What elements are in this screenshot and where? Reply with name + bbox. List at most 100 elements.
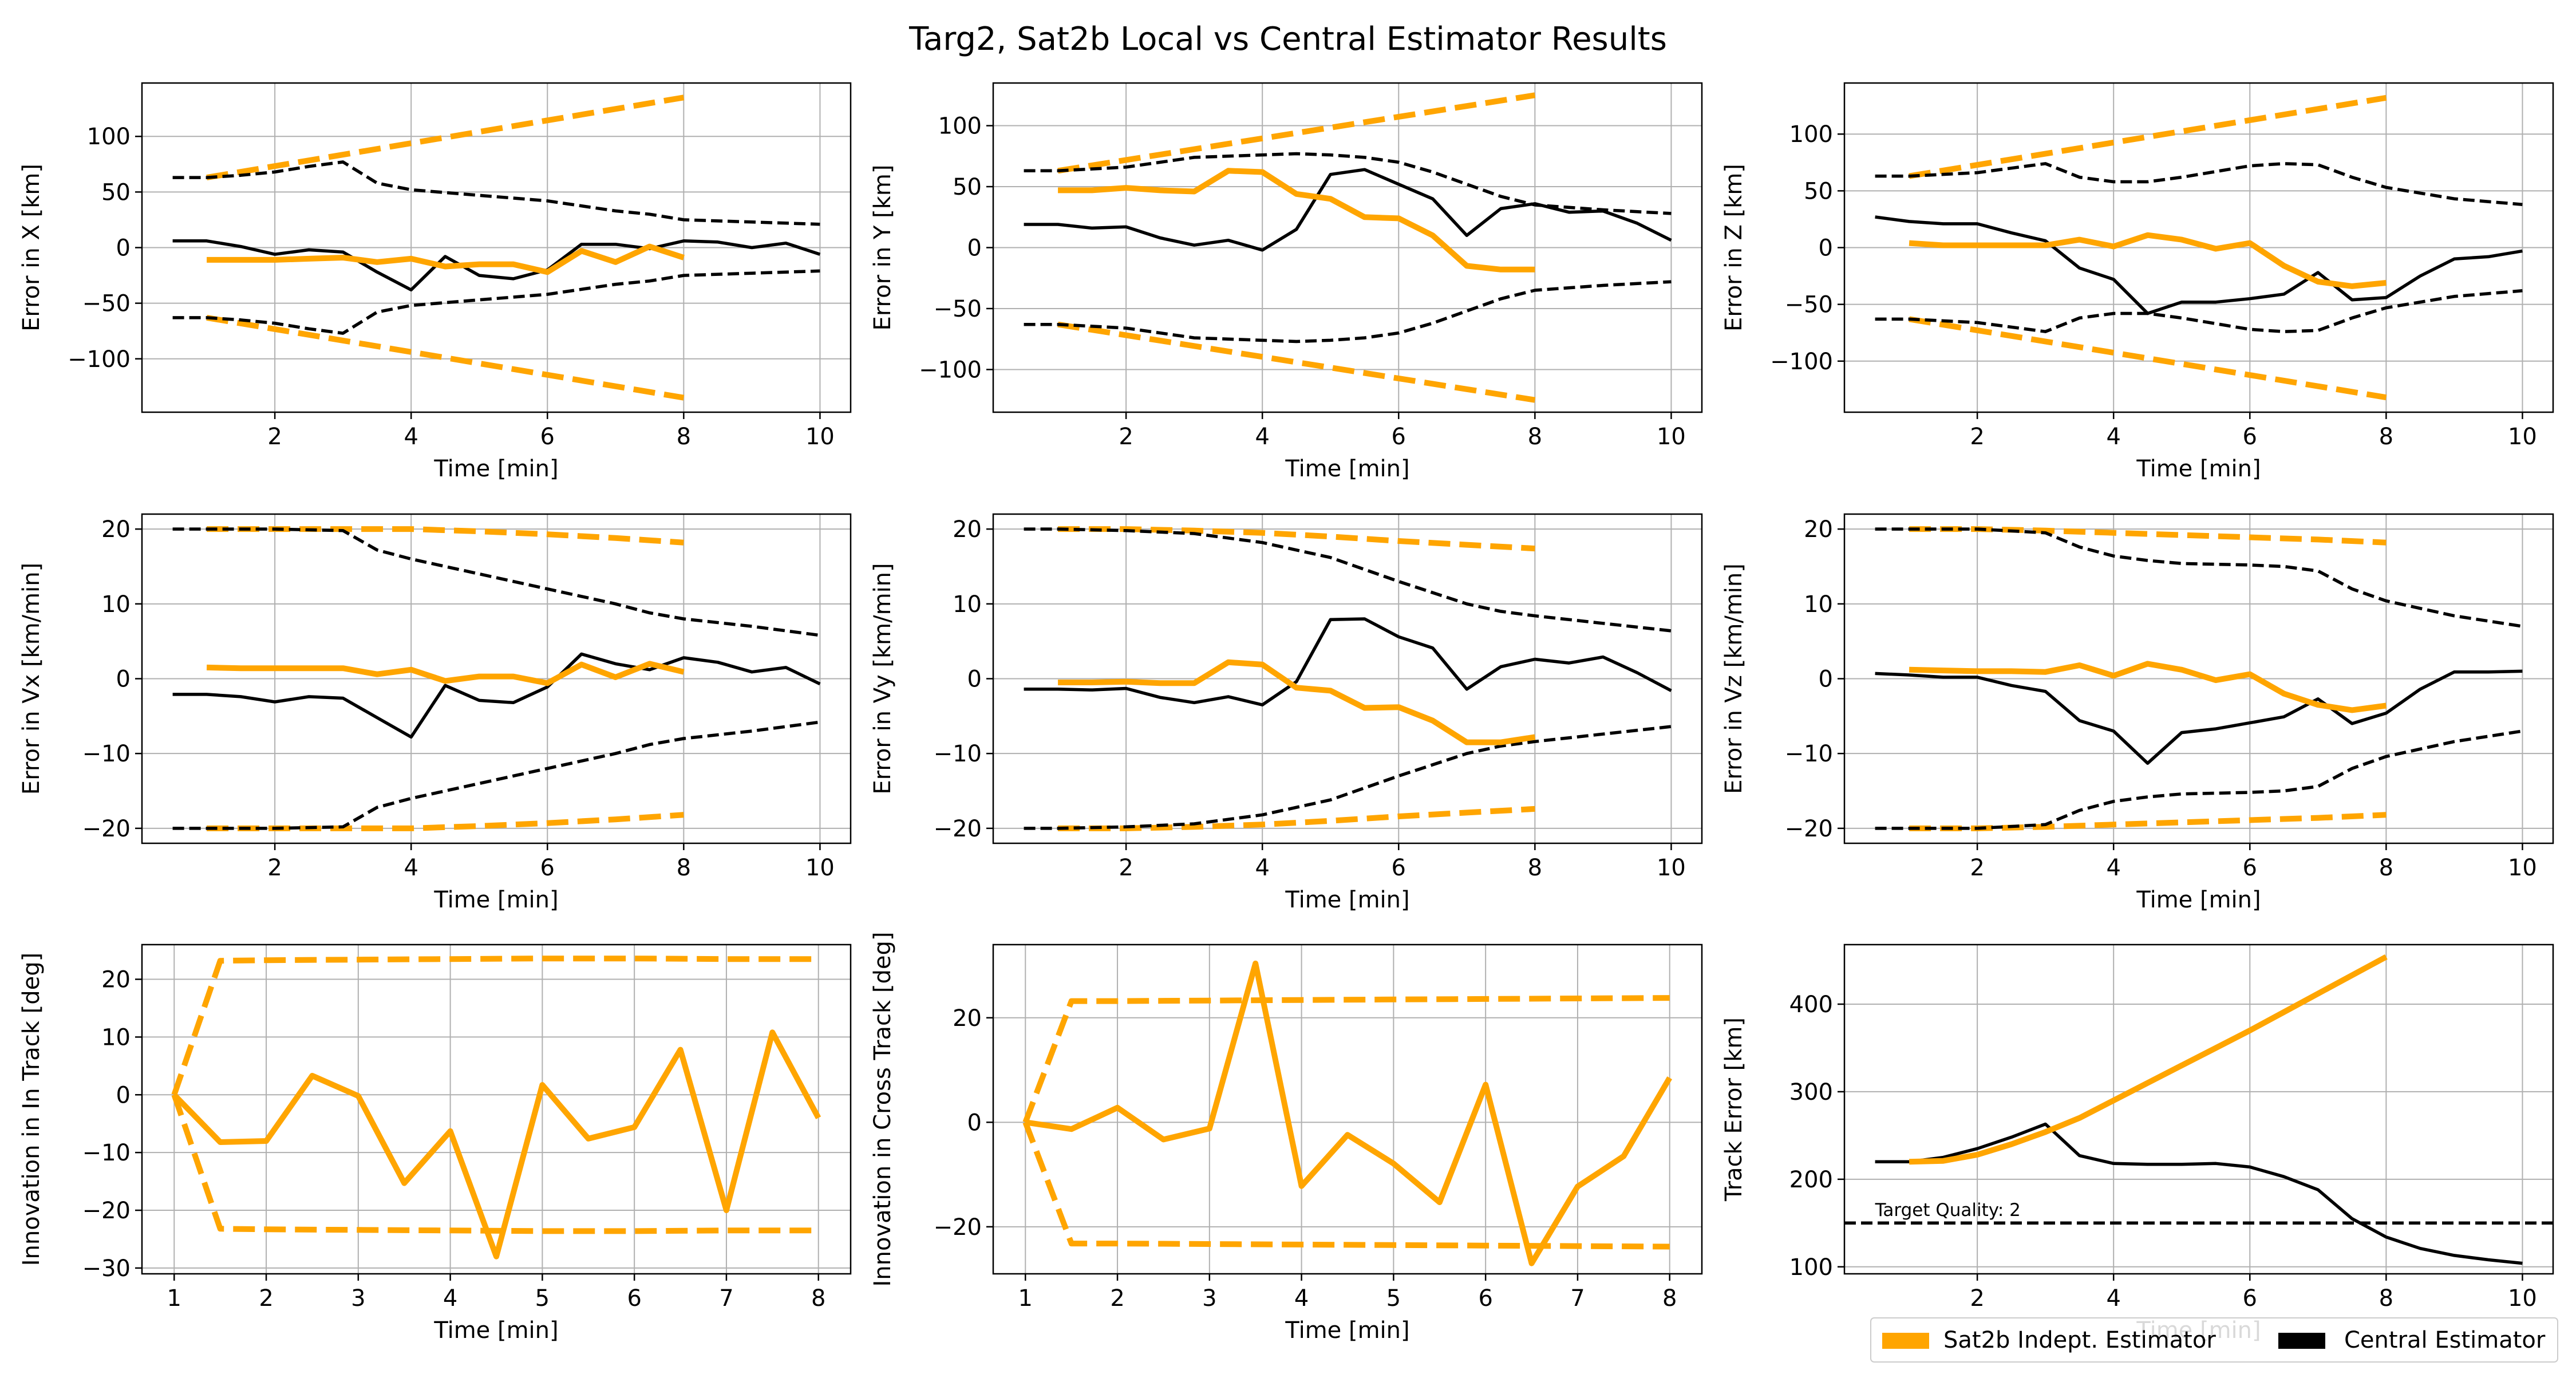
series-central-bound <box>1024 725 1672 830</box>
series-central-bound <box>1024 527 1672 633</box>
y-tick-label: −30 <box>82 1255 131 1282</box>
series-sat2b-estimate <box>1058 168 1535 273</box>
series-sat2b-estimate <box>206 661 685 686</box>
series-sat2b-estimate <box>1909 954 2388 1165</box>
subplot-1: 2 4 6 8 10 −100 −50 0 50 100 Time [min] Error in X … <box>18 82 852 482</box>
series-sat2b-bound <box>207 812 684 831</box>
series-sat2b-bound <box>1909 812 2387 831</box>
axes-frame <box>1843 943 2554 1275</box>
x-tick-label: 8 <box>2379 855 2393 881</box>
x-tick-label: 10 <box>1657 424 1686 450</box>
x-tick-label: 8 <box>811 1285 825 1312</box>
y-tick-label: −20 <box>1785 816 1833 842</box>
y-axis-label: Track Error [km] <box>1721 1017 1747 1202</box>
y-tick-label: 50 <box>101 179 131 206</box>
x-tick-label: 8 <box>1528 855 1542 881</box>
series-central-estimate <box>172 652 821 739</box>
y-tick-label: 100 <box>1789 1254 1833 1281</box>
y-tick-label: −100 <box>68 346 131 373</box>
series-sat2b-bound <box>1022 995 1670 1124</box>
series-group <box>171 956 821 1260</box>
series-central-estimate <box>1875 669 2523 765</box>
y-tick-label: 100 <box>1789 121 1833 148</box>
x-tick-label: 3 <box>1202 1285 1216 1312</box>
x-tick-label: 8 <box>2379 1285 2393 1312</box>
x-tick-label: 2 <box>1970 855 1984 881</box>
series-sat2b-bound <box>1057 321 1536 403</box>
y-axis-label: Error in Y [km] <box>870 165 896 331</box>
y-tick-label: 100 <box>87 124 131 150</box>
series-central-estimate <box>172 239 821 292</box>
y-tick-label: −50 <box>82 291 131 317</box>
y-axis-label: Error in Z [km] <box>1721 164 1747 331</box>
series-group <box>1024 526 1672 831</box>
legend-frame <box>1870 1317 2558 1363</box>
x-tick-label: 5 <box>535 1285 550 1312</box>
y-tick-label: 0 <box>116 666 131 693</box>
series-sat2b-bound <box>206 94 685 181</box>
annotation-target-quality: Target Quality: 2 <box>1875 1200 2021 1221</box>
x-axis-label: Time [min] <box>1285 887 1409 913</box>
x-tick-label: 4 <box>404 424 418 450</box>
series-central-estimate <box>1875 1122 2523 1265</box>
series-central-bound <box>1875 527 2523 628</box>
x-tick-label: 10 <box>2508 424 2537 450</box>
series-sat2b-estimate <box>1058 659 1536 745</box>
series-central-estimate <box>1875 215 2523 315</box>
y-tick-label: 0 <box>1819 235 1833 262</box>
x-tick-label: 4 <box>2106 424 2120 450</box>
x-tick-label: 2 <box>1970 1285 1984 1312</box>
series-sat2b-bound <box>207 526 684 546</box>
y-tick-label: 0 <box>116 235 131 262</box>
x-tick-label: 6 <box>540 855 555 881</box>
y-tick-label: 50 <box>1804 178 1833 204</box>
y-tick-label: −20 <box>934 816 982 842</box>
x-tick-label: 5 <box>1386 1285 1401 1312</box>
x-tick-label: 10 <box>805 855 835 881</box>
y-tick-label: −20 <box>82 1198 131 1224</box>
y-tick-label: 10 <box>1804 591 1833 618</box>
series-central-bound <box>172 720 820 830</box>
y-tick-label: 300 <box>1789 1079 1833 1105</box>
y-tick-label: 100 <box>938 113 982 140</box>
x-axis-label: Time [min] <box>433 1317 558 1344</box>
x-tick-label: 6 <box>2243 1285 2257 1312</box>
x-tick-label: 2 <box>1119 424 1133 450</box>
series-central-bound <box>172 160 820 226</box>
subplot-4: 2 4 6 8 10 −20 −10 0 10 20 Time [min] Error in Vx [… <box>18 513 852 913</box>
x-tick-label: 8 <box>677 424 691 450</box>
x-axis-label: Time [min] <box>1285 456 1409 482</box>
series-central-estimate <box>1024 168 1672 252</box>
x-tick-label: 4 <box>2106 855 2120 881</box>
x-tick-label: 2 <box>267 855 282 881</box>
x-tick-label: 2 <box>259 1285 273 1312</box>
subplot-3: 2 4 6 8 10 −100 −50 0 50 100 Time [min] Error in Z … <box>1721 82 2554 482</box>
y-tick-label: −10 <box>82 741 131 767</box>
x-tick-label: 8 <box>1528 424 1542 450</box>
legend-label-sat2b: Sat2b Indept. Estimator <box>1943 1327 2216 1353</box>
figure-title: Targ2, Sat2b Local vs Central Estimator … <box>908 21 1667 58</box>
y-tick-label: 0 <box>967 666 982 693</box>
series-sat2b-bound <box>1058 806 1535 831</box>
legend: Sat2b Indept. Estimator Central Estimato… <box>1870 1317 2558 1363</box>
y-axis-label: Error in X [km] <box>18 164 45 331</box>
series-sat2b-bound <box>206 314 685 401</box>
series-group <box>1875 526 2523 831</box>
series-sat2b-bound <box>1058 526 1535 552</box>
x-tick-label: 8 <box>2379 424 2393 450</box>
y-axis-label: Error in Vy [km/min] <box>870 563 896 794</box>
x-tick-label: 10 <box>805 424 835 450</box>
series-central-bound <box>1024 280 1672 344</box>
x-axis-label: Time [min] <box>2136 887 2261 913</box>
y-tick-label: 10 <box>953 591 982 618</box>
x-tick-label: 6 <box>1392 424 1406 450</box>
y-tick-label: −20 <box>934 1214 982 1241</box>
series-central-bound <box>172 527 820 637</box>
x-tick-label: 7 <box>1570 1285 1585 1312</box>
x-tick-label: 8 <box>1662 1285 1677 1312</box>
axes-frame <box>141 943 852 1275</box>
y-tick-label: 50 <box>953 174 982 200</box>
y-tick-label: 10 <box>101 591 131 618</box>
